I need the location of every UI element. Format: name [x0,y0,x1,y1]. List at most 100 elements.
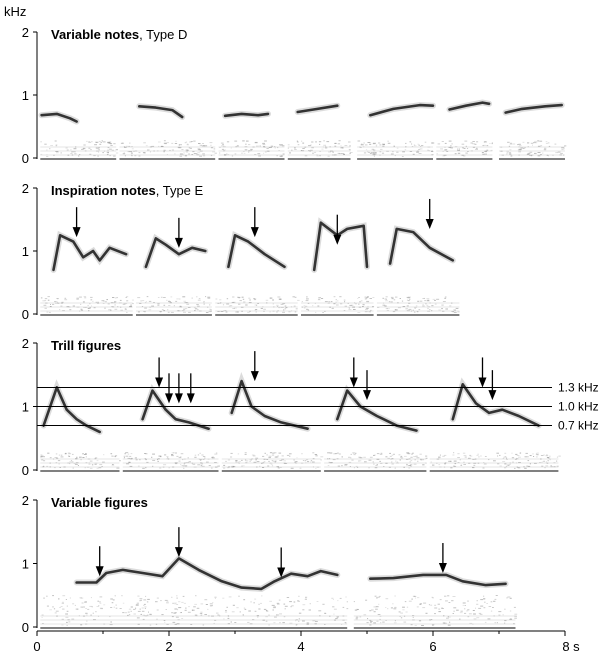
noise-speck [109,148,112,150]
noise-speck [269,147,272,148]
noise-speck [412,595,416,597]
noise-speck [170,311,174,313]
noise-speck [392,311,396,313]
noise-speck [80,308,83,310]
y-tick-label: 1 [22,88,29,103]
noise-speck [325,145,327,147]
noise-speck [277,305,279,307]
noise-speck [545,461,547,463]
noise-speck [414,306,417,308]
noise-speck [395,460,397,462]
noise-speck [478,612,482,614]
noise-speck [107,152,109,154]
noise-speck [404,601,407,603]
y-tick-label: 0 [22,151,29,166]
noise-speck [278,307,281,309]
tone-contour [75,557,339,591]
noise-speck [462,602,466,604]
noise-speck [402,151,405,153]
noise-speck [419,453,422,455]
noise-speck [373,622,376,624]
noise-speck [86,620,88,622]
noise-speck [198,143,201,144]
noise-speck [362,304,365,306]
noise-speck [114,595,116,597]
noise-speck [265,610,268,611]
noise-speck [403,621,407,623]
noise-speck [74,604,76,606]
noise-speck [68,621,71,623]
noise-speck [40,454,43,456]
noise-speck [292,296,295,298]
noise-speck [306,296,308,298]
noise-speck [272,607,276,609]
noise-speck [250,601,252,603]
noise-speck [493,460,496,462]
noise-speck [371,148,374,150]
noise-speck [204,599,208,601]
noise-speck [208,311,211,313]
noise-speck [408,296,411,298]
noise-speck [385,456,388,458]
noise-speck [296,457,298,459]
noise-speck [414,624,417,626]
noise-speck [438,457,441,459]
noise-speck [161,614,164,616]
noise-speck [90,299,93,301]
noise-speck [52,303,55,305]
noise-speck [400,617,403,619]
noise-speck [516,457,518,459]
noise-speck [543,149,547,151]
noise-speck [125,455,129,457]
noise-speck [312,152,315,154]
noise-speck [295,620,297,622]
noise-speck [487,618,491,620]
noise-speck [217,311,220,312]
noise-speck [346,601,348,603]
noise-speck [462,452,466,454]
noise-speck [409,151,413,152]
noise-speck [270,463,273,465]
tone-contour [138,105,184,119]
noise-speck [548,155,549,157]
noise-speck [151,456,153,458]
noise-speck [539,140,543,142]
noise-speck [242,151,245,152]
noise-speck [171,142,174,144]
noise-speck [196,304,199,306]
noise-speck [134,457,137,459]
noise-speck [492,607,494,608]
noise-speck [314,151,317,153]
noise-speck [157,304,160,306]
noise-speck [324,624,326,625]
noise-speck [254,154,257,155]
noise-speck [289,455,291,457]
noise-speck [444,142,447,144]
noise-speck [301,301,303,303]
noise-speck [447,616,449,618]
noise-speck [223,618,225,620]
noise-speck [408,465,412,466]
noise-speck [164,599,168,601]
noise-speck [350,453,352,455]
noise-speck [70,153,73,154]
noise-speck [242,465,245,467]
noise-speck [94,464,97,465]
panel-title-bold: Variable notes [51,27,139,42]
noise-speck [561,149,564,151]
noise-speck [382,297,384,299]
noise-speck [293,601,296,603]
noise-speck [324,301,328,303]
noise-speck [199,459,202,461]
noise-speck [199,452,201,454]
noise-speck [234,307,237,309]
noise-speck [282,153,285,155]
noise-speck [508,152,512,154]
noise-speck [284,608,286,610]
noise-speck [341,624,343,625]
noise-speck [180,464,182,466]
noise-speck [348,309,352,311]
panel-title-bold: Variable figures [51,495,148,510]
noise-speck [212,602,214,604]
noise-speck [385,299,388,301]
